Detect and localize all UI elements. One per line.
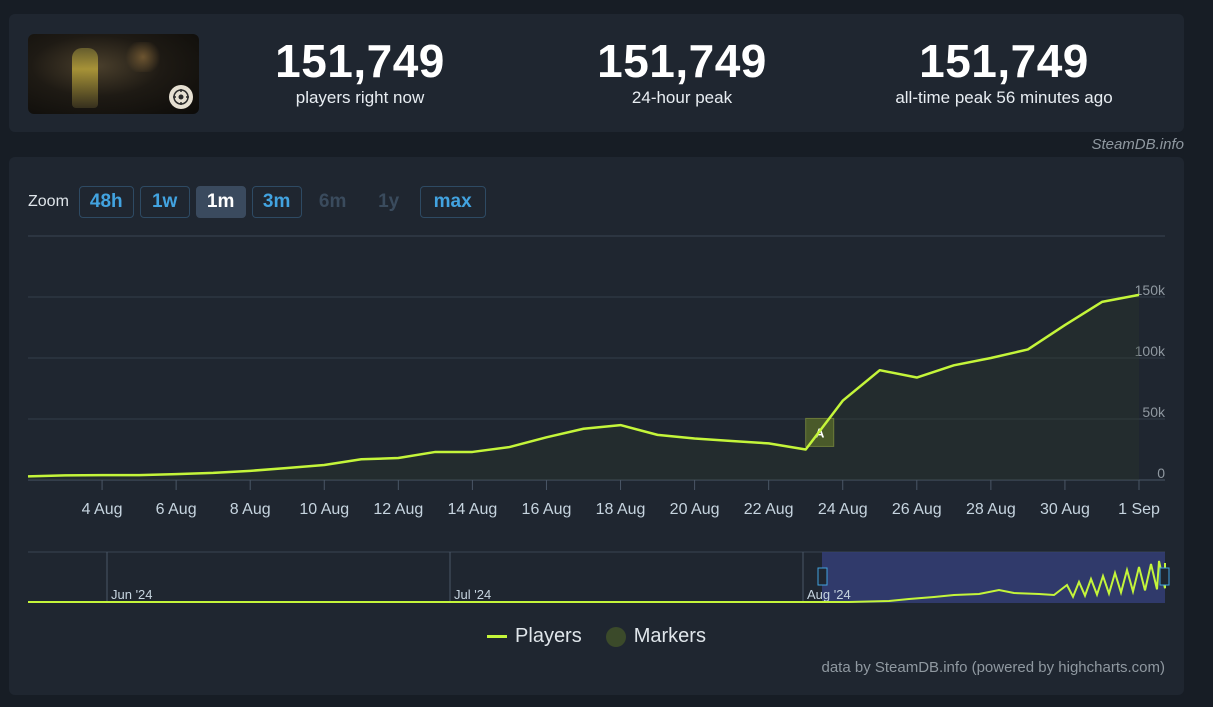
legend-markers-label: Markers — [633, 625, 706, 647]
stat-current-label: players right now — [295, 88, 425, 107]
legend-players[interactable]: Players — [487, 625, 582, 648]
zoom-1m-button[interactable]: 1m — [195, 186, 246, 218]
game-thumbnail[interactable] — [28, 34, 199, 114]
stat-24h-peak: 151,749 24-hour peak — [532, 36, 832, 108]
marker-label: A — [815, 425, 825, 440]
x-tick-label: 16 Aug — [522, 501, 572, 518]
y-tick-label: 50k — [1142, 404, 1166, 420]
x-tick-label: 22 Aug — [744, 501, 794, 518]
x-tick-label: 8 Aug — [230, 501, 271, 518]
y-tick-label: 150k — [1135, 282, 1166, 298]
x-tick-label: 4 Aug — [82, 501, 123, 518]
zoom-1w-button[interactable]: 1w — [139, 186, 190, 218]
chart-card: 0 50k 100k 150k 4 Aug 6 Aug 8 Aug 10 Aug 12 Aug 1… — [9, 157, 1184, 695]
stat-all-time-peak-value: 151,749 — [919, 35, 1089, 87]
zoom-6m-button: 6m — [318, 191, 347, 212]
thumbnail-lamp — [123, 42, 163, 72]
legend-players-label: Players — [515, 625, 582, 647]
x-tick-label: 1 Sep — [1118, 501, 1160, 518]
x-tick-label: 12 Aug — [373, 501, 423, 518]
x-tick-label: 30 Aug — [1040, 501, 1090, 518]
y-tick-label: 100k — [1135, 343, 1166, 359]
zoom-1y-button: 1y — [378, 191, 400, 212]
stat-24h-peak-label: 24-hour peak — [631, 88, 733, 107]
game-logo-icon — [169, 85, 193, 109]
x-tick-label: 14 Aug — [447, 501, 497, 518]
navigator-handle-right — [1159, 567, 1170, 586]
steamdb-credit-link[interactable]: SteamDB.info — [1091, 136, 1184, 153]
zoom-bar: Zoom 48h 1w 1m 3m 6m 1y max — [28, 185, 492, 219]
chart-credits-link[interactable]: data by SteamDB.info (powered by highcha… — [821, 659, 1166, 676]
x-tick-label: 10 Aug — [299, 501, 349, 518]
zoom-label: Zoom — [28, 193, 69, 210]
navigator-label: Jul '24 — [454, 587, 491, 602]
x-tick-label: 26 Aug — [892, 501, 942, 518]
x-tick-label: 24 Aug — [818, 501, 868, 518]
x-tick-label: 20 Aug — [670, 501, 720, 518]
legend-markers-swatch — [605, 626, 626, 647]
players-area — [28, 294, 1139, 480]
zoom-3m-button[interactable]: 3m — [251, 186, 302, 218]
stats-card: 151,749 players right now 151,749 24-hou… — [9, 14, 1184, 132]
legend-players-swatch — [487, 635, 508, 638]
zoom-max-button[interactable]: max — [419, 186, 486, 218]
navigator-label: Aug '24 — [807, 587, 851, 602]
stat-all-time-peak: 151,749 all-time peak 56 minutes ago — [854, 36, 1154, 108]
chart-legend: Players Markers — [9, 625, 1184, 648]
x-tick-label: 18 Aug — [596, 501, 646, 518]
navigator-selection — [822, 552, 1165, 603]
stat-current: 151,749 players right now — [210, 36, 510, 108]
stat-current-value: 151,749 — [275, 35, 445, 87]
player-count-chart: 0 50k 100k 150k 4 Aug 6 Aug 8 Aug 10 Aug 12 Aug 1… — [27, 235, 1170, 603]
navigator-handle-left — [817, 567, 828, 586]
x-tick-label: 28 Aug — [966, 501, 1016, 518]
y-tick-label: 0 — [1157, 465, 1165, 481]
navigator-label: Jun '24 — [111, 587, 153, 602]
legend-markers[interactable]: Markers — [605, 625, 706, 648]
zoom-48h-button[interactable]: 48h — [78, 186, 134, 218]
thumbnail-figure — [72, 48, 98, 108]
x-tick-label: 6 Aug — [156, 501, 197, 518]
stat-24h-peak-value: 151,749 — [597, 35, 767, 87]
stat-all-time-peak-label: all-time peak 56 minutes ago — [895, 88, 1113, 107]
navigator-line — [28, 560, 1166, 603]
